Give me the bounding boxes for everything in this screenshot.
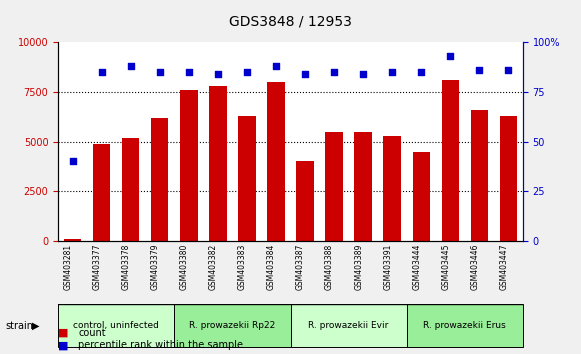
Point	[504, 67, 513, 73]
Text: percentile rank within the sample: percentile rank within the sample	[78, 340, 243, 350]
Bar	[354, 132, 372, 241]
Bar	[413, 152, 430, 241]
Bar	[383, 136, 401, 241]
Text: GSM403281: GSM403281	[64, 244, 73, 290]
Text: R. prowazekii Erus: R. prowazekii Erus	[424, 321, 506, 330]
Bar	[151, 118, 168, 241]
Text: GSM403391: GSM403391	[383, 244, 392, 290]
Text: GSM403378: GSM403378	[122, 244, 131, 290]
Text: GSM403377: GSM403377	[93, 244, 102, 290]
Text: GSM403445: GSM403445	[442, 244, 450, 290]
Point	[358, 72, 368, 77]
Bar	[267, 82, 285, 241]
Text: strain: strain	[6, 321, 34, 331]
Bar	[296, 161, 314, 241]
Text: GSM403382: GSM403382	[209, 244, 218, 290]
Text: ▶: ▶	[32, 321, 40, 331]
Bar	[93, 144, 110, 241]
Text: GSM403387: GSM403387	[296, 244, 305, 290]
Point	[388, 69, 397, 75]
Point	[271, 63, 281, 69]
FancyBboxPatch shape	[407, 304, 523, 347]
Point	[184, 69, 193, 75]
Point	[68, 159, 77, 164]
Text: ■: ■	[58, 340, 69, 350]
Bar	[442, 80, 459, 241]
Text: GSM403447: GSM403447	[500, 244, 508, 290]
Point	[213, 72, 223, 77]
Point	[446, 53, 455, 59]
FancyBboxPatch shape	[174, 304, 290, 347]
Point	[417, 69, 426, 75]
Point	[126, 63, 135, 69]
Bar	[500, 116, 517, 241]
Point	[329, 69, 339, 75]
Text: GSM403388: GSM403388	[325, 244, 334, 290]
Text: R. prowazekii Evir: R. prowazekii Evir	[309, 321, 389, 330]
Bar	[325, 132, 343, 241]
Text: R. prowazekii Rp22: R. prowazekii Rp22	[189, 321, 275, 330]
Text: GSM403384: GSM403384	[267, 244, 276, 290]
Text: count: count	[78, 328, 106, 338]
Text: GDS3848 / 12953: GDS3848 / 12953	[229, 14, 352, 28]
Point	[475, 67, 484, 73]
Text: GSM403383: GSM403383	[238, 244, 247, 290]
FancyBboxPatch shape	[58, 304, 174, 347]
Point	[300, 72, 310, 77]
Text: GSM403379: GSM403379	[151, 244, 160, 290]
Text: GSM403444: GSM403444	[413, 244, 421, 290]
Bar	[64, 239, 81, 241]
Bar	[122, 138, 139, 241]
Bar	[180, 90, 198, 241]
Bar	[209, 86, 227, 241]
FancyBboxPatch shape	[290, 304, 407, 347]
Text: GSM403380: GSM403380	[180, 244, 189, 290]
Text: control, uninfected: control, uninfected	[73, 321, 159, 330]
Text: ■: ■	[58, 328, 69, 338]
Bar	[471, 110, 488, 241]
Point	[97, 69, 106, 75]
Point	[155, 69, 164, 75]
Text: GSM403389: GSM403389	[354, 244, 363, 290]
Text: GSM403446: GSM403446	[471, 244, 479, 290]
Bar	[238, 116, 256, 241]
Point	[242, 69, 252, 75]
